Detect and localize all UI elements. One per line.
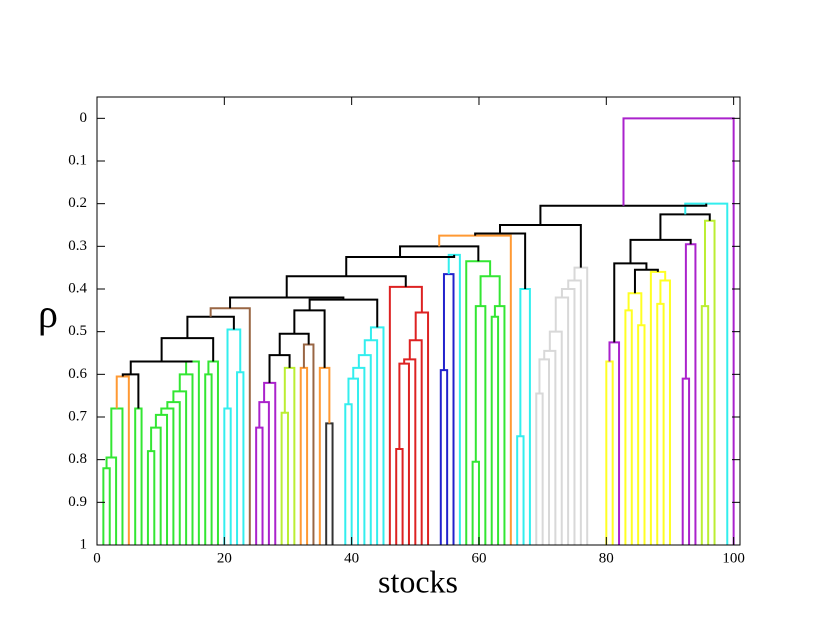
dendrogram-link: [627, 292, 643, 326]
dendrogram-link: [700, 305, 710, 545]
dendrogram-link: [442, 273, 455, 545]
dendrogram-link: [543, 349, 557, 545]
dendrogram-link: [110, 407, 124, 545]
dendrogram-link: [255, 426, 264, 545]
x-tick-label: 20: [217, 550, 232, 566]
y-tick-label: 0.6: [68, 366, 87, 382]
y-tick-label: 1: [80, 536, 88, 552]
dendrogram-link: [129, 360, 193, 375]
dendrogram-link: [258, 401, 270, 545]
y-tick-label: 0.4: [68, 280, 87, 296]
dendrogram-link: [160, 337, 215, 362]
dendrogram-link: [223, 407, 232, 545]
dendrogram-link: [302, 343, 315, 545]
x-tick-label: 40: [344, 550, 359, 566]
dendrogram-link: [263, 381, 277, 545]
dendrogram-link: [573, 266, 589, 545]
dendrogram-link: [414, 311, 430, 545]
dendrogram-link: [398, 362, 410, 545]
dendrogram-link: [388, 285, 423, 545]
dendrogram-link: [150, 426, 162, 545]
dendrogram-link: [134, 407, 143, 545]
dendrogram-link: [160, 407, 175, 545]
y-tick-label: 0.1: [68, 152, 87, 168]
x-axis-label: stocks: [378, 563, 458, 599]
dendrogram-link: [438, 234, 512, 545]
x-tick-label: 60: [471, 550, 486, 566]
y-tick-label: 0.5: [68, 323, 87, 339]
dendrogram-link: [548, 330, 563, 545]
dendrogram-link: [115, 375, 130, 545]
dendrogram-link: [659, 279, 671, 545]
y-tick-label: 0.7: [68, 408, 87, 424]
x-tick-label: 100: [722, 550, 745, 566]
y-tick-label: 0.8: [68, 451, 87, 467]
dendrogram-link: [166, 401, 181, 545]
dendrogram-link: [474, 305, 487, 545]
dendrogram-link: [154, 413, 169, 545]
y-tick-label: 0.3: [68, 238, 87, 254]
y-tick-label: 0: [80, 110, 88, 126]
dendrogram-link: [439, 369, 449, 545]
plot-frame: [96, 96, 741, 546]
dendrogram-link: [493, 305, 506, 545]
x-tick-label: 80: [599, 550, 614, 566]
dendrogram-link: [567, 279, 582, 545]
y-tick-label: 0.2: [68, 195, 87, 211]
y-tick-label: 0.9: [68, 494, 87, 510]
dendrogram-link: [308, 298, 379, 328]
x-tick-label: 0: [93, 550, 101, 566]
dendrogram-link: [637, 324, 646, 545]
dendrogram-link: [465, 260, 492, 545]
y-axis-label: ρ: [38, 291, 58, 336]
